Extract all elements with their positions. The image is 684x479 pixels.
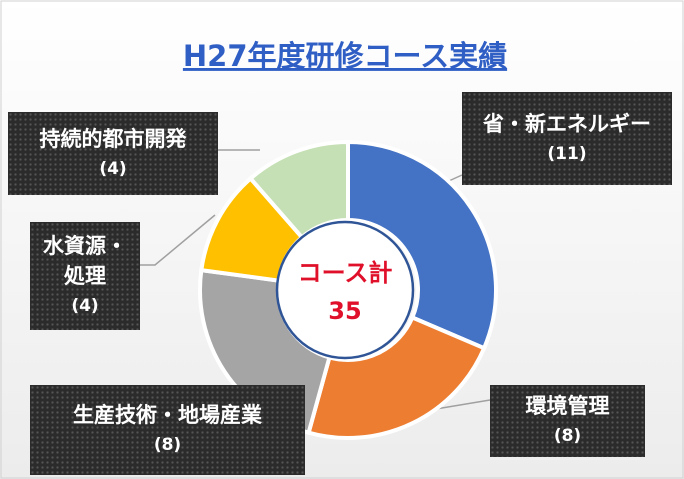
value-label: (11) bbox=[547, 143, 587, 164]
value-label: (8) bbox=[153, 435, 182, 455]
label-box: 持続的都市開発 (4) bbox=[8, 112, 218, 195]
center-label: コース計 bbox=[298, 259, 393, 287]
category-label: 持続的都市開発 bbox=[39, 126, 187, 151]
label-box: 生産技術・地場産業 (8) bbox=[30, 385, 305, 475]
value-label: (4) bbox=[71, 296, 99, 316]
category-label: 環境管理 bbox=[525, 394, 610, 418]
value-label: (8) bbox=[553, 426, 582, 446]
label-box: 省・新エネルギー (11) bbox=[462, 92, 672, 185]
category-label: 生産技術・地場産業 bbox=[73, 403, 262, 427]
leader-line bbox=[140, 214, 216, 266]
category-label: 省・新エネルギー bbox=[483, 111, 651, 136]
center-total: 35 bbox=[328, 297, 361, 325]
chart-title: H27年度研修コース実績 bbox=[183, 39, 507, 73]
label-box: 水資源・処理 (4) bbox=[30, 222, 140, 330]
slices bbox=[198, 139, 498, 440]
category-label: 水資源・処理 bbox=[43, 234, 127, 288]
center-circle bbox=[275, 220, 415, 360]
label-box: 環境管理 (8) bbox=[490, 385, 645, 457]
slice bbox=[306, 314, 487, 440]
value-label: (4) bbox=[99, 158, 127, 179]
slice bbox=[346, 139, 498, 351]
